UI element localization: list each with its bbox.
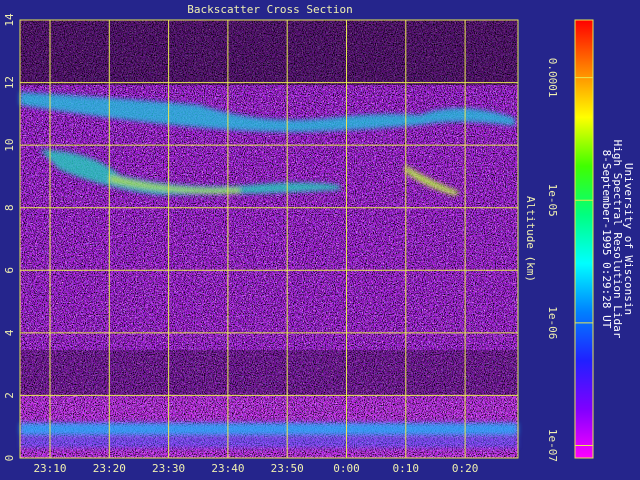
y-axis-label: Altitude (km) xyxy=(524,196,537,282)
y-tick-label: 0 xyxy=(3,455,16,462)
x-tick-label: 23:50 xyxy=(271,462,304,475)
annotation: High Spectral Resolution Lidar xyxy=(611,140,624,339)
x-tick-label: 0:10 xyxy=(393,462,420,475)
x-tick-label: 23:10 xyxy=(33,462,66,475)
y-tick-label: 8 xyxy=(3,204,16,211)
y-tick-label: 10 xyxy=(3,139,16,152)
x-tick-label: 23:20 xyxy=(93,462,126,475)
colorbar-tick-label: 0.0001 xyxy=(546,58,559,98)
y-tick-label: 14 xyxy=(3,13,16,27)
x-tick-label: 0:00 xyxy=(333,462,360,475)
x-tick-label: 23:40 xyxy=(211,462,244,475)
y-tick-label: 4 xyxy=(3,329,16,336)
y-tick-label: 2 xyxy=(3,392,16,399)
y-tick-label: 12 xyxy=(3,76,16,89)
colorbar xyxy=(574,19,594,459)
x-tick-label: 0:20 xyxy=(452,462,479,475)
x-tick-label: 23:30 xyxy=(152,462,185,475)
annotation: University of Wisconsin xyxy=(622,163,635,315)
y-tick-label: 6 xyxy=(3,267,16,274)
chart-title: Backscatter Cross Section xyxy=(187,3,353,16)
colorbar-tick-label: 1e-05 xyxy=(546,184,559,217)
colorbar-tick-label: 1e-07 xyxy=(546,429,559,462)
annotation: 8-September-1995 0:29:28 UT xyxy=(600,150,613,329)
colorbar-tick-label: 1e-06 xyxy=(546,306,559,339)
plot-texture xyxy=(20,20,518,458)
